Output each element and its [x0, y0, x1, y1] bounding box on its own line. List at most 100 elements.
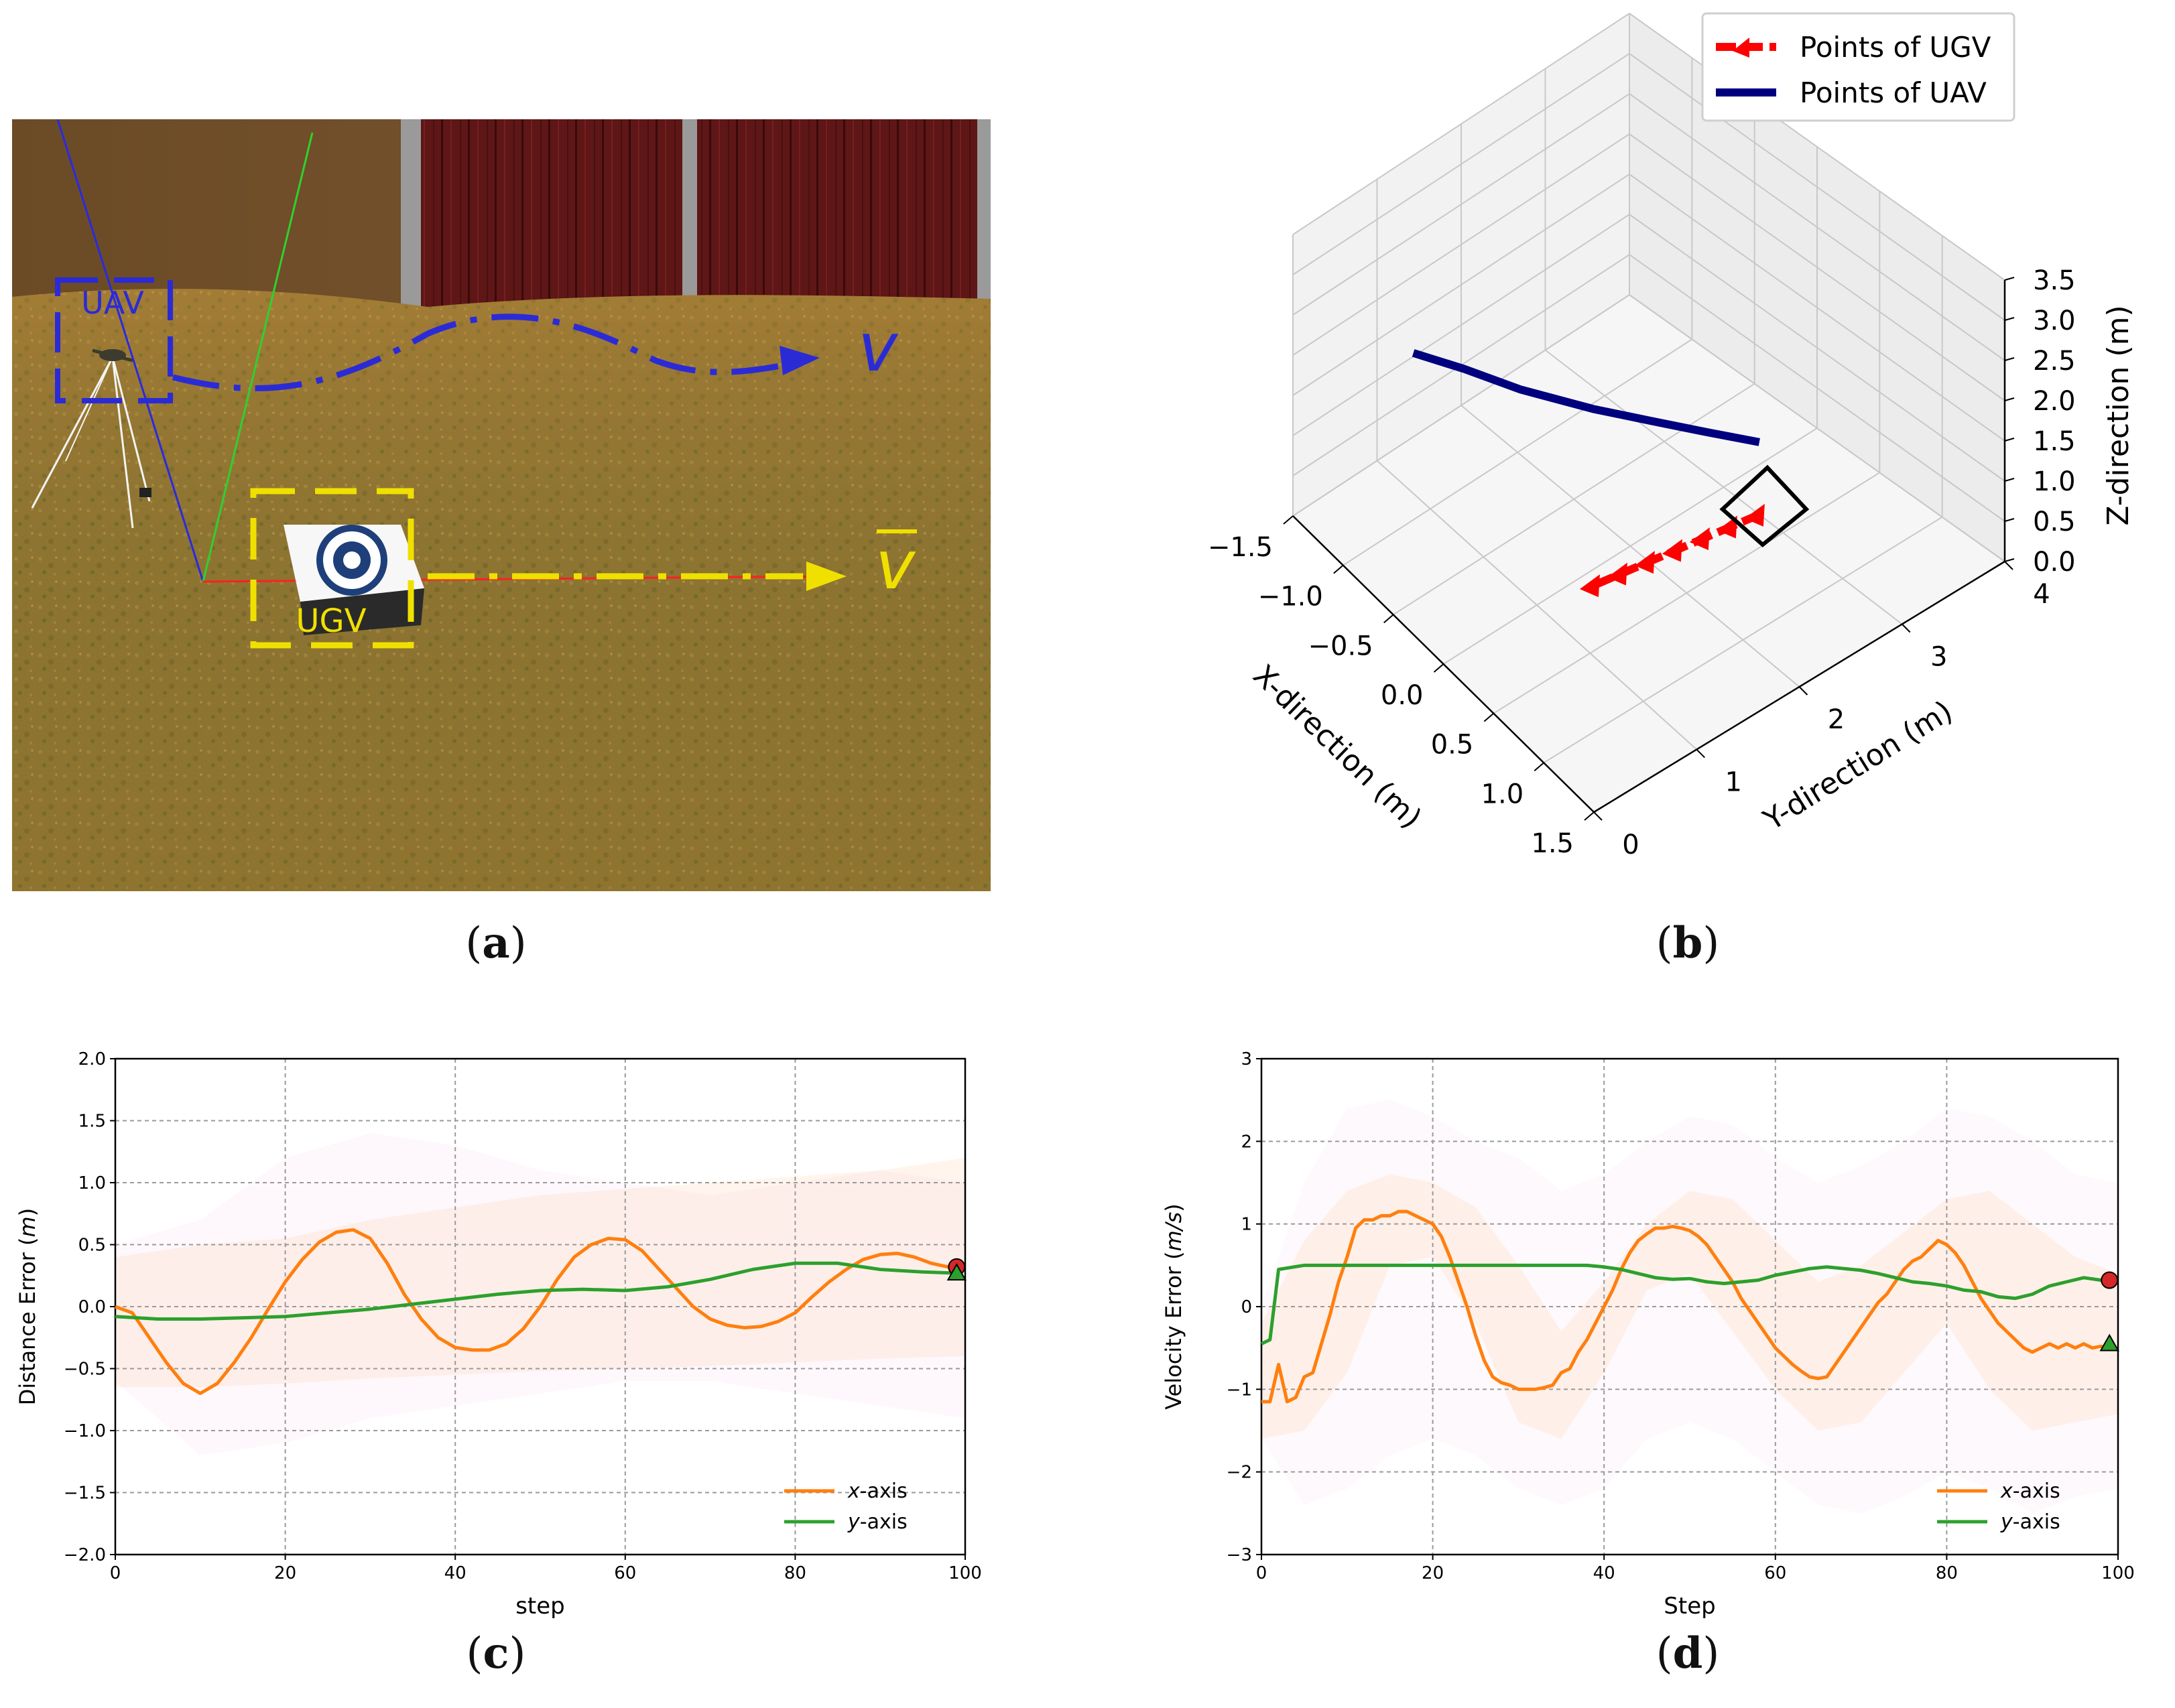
x-tick-label: 100	[2101, 1563, 2135, 1583]
y-tick-label: 2	[1241, 1132, 1252, 1152]
z-axis-label: Z-direction (m)	[2101, 305, 2135, 525]
ugv-label: UGV	[296, 602, 366, 640]
x-tick	[1483, 712, 1494, 722]
y-axis-label-part: )	[1161, 1203, 1186, 1211]
wooden-wall	[408, 119, 991, 310]
series-line-x-axis	[115, 1228, 957, 1395]
legend-label-italic: x	[2000, 1480, 2013, 1503]
y-tick-label: 0	[1622, 830, 1639, 860]
y-tick-label: −1	[1227, 1380, 1252, 1400]
x-tick	[1433, 663, 1444, 673]
x-tick-label: 0	[1256, 1563, 1267, 1583]
z-tick	[2004, 518, 2015, 522]
grid-line	[1292, 93, 1630, 316]
z-tick	[2004, 317, 2015, 321]
grid-line	[1629, 254, 2005, 522]
grid-line	[1376, 460, 1697, 750]
grid-line	[1629, 133, 2005, 401]
grid-line	[1629, 174, 2005, 442]
legend-marker-ugv	[1733, 38, 1749, 58]
legend-label-rest: -axis	[2013, 1480, 2060, 1503]
x-tick-label: 1.0	[1481, 779, 1524, 809]
end-marker-circle	[2101, 1271, 2119, 1289]
z-tick-label: 0.0	[2033, 547, 2076, 578]
y-axis-label-part: )	[15, 1208, 40, 1216]
legend-label: y-axis	[2000, 1510, 2060, 1534]
ugv-arrowhead	[806, 562, 847, 591]
y-tick	[1593, 811, 1603, 821]
series-line-x-axis	[1261, 1209, 2110, 1404]
fence-post	[401, 119, 421, 310]
y-tick-label: −2	[1227, 1463, 1252, 1483]
grid-line	[1544, 349, 1903, 625]
grid-line	[1292, 13, 1630, 235]
confidence-band	[115, 1158, 965, 1388]
x-tick-label: 60	[1764, 1563, 1786, 1583]
ugv-marker	[1744, 503, 1765, 527]
y-tick-label: 4	[2033, 579, 2050, 610]
legend-label-rest: -axis	[860, 1510, 908, 1534]
end-marker-triangle	[946, 1263, 967, 1281]
grid-line	[1629, 53, 2005, 321]
caption-c: (c)	[466, 1628, 526, 1679]
legend-label-rest: -axis	[860, 1480, 908, 1503]
uav-trajectory	[172, 314, 810, 391]
simulation-scene: UAV v UGV v	[12, 119, 991, 891]
x-tick-label: −1.0	[1258, 582, 1323, 612]
x-tick-label: 20	[1422, 1563, 1444, 1583]
grid-line	[1292, 133, 1630, 356]
ugv-marker	[1689, 527, 1710, 550]
ugv-marker	[1607, 562, 1627, 586]
z-tick	[2004, 478, 2015, 482]
legend-label: y-axis	[847, 1510, 908, 1534]
y-tick-label: 1	[1725, 767, 1742, 798]
y-tick-label: 1	[1241, 1215, 1252, 1235]
series-line-y-axis	[115, 1261, 957, 1321]
x-tick-label: 40	[444, 1563, 467, 1583]
y-axis-line	[202, 132, 314, 582]
x-tick-label: −0.5	[1308, 631, 1373, 661]
fence-post	[682, 119, 697, 310]
x-tick	[1333, 564, 1344, 574]
x-tick-label: 40	[1593, 1563, 1615, 1583]
y-axis-label-part: m	[15, 1216, 40, 1237]
z-tick-label: 0.5	[2033, 507, 2076, 537]
x-tick	[1584, 811, 1595, 821]
confidence-band	[1261, 1174, 2118, 1439]
grid-line	[1629, 214, 2005, 482]
uav-label: UAV	[81, 285, 144, 321]
x-tick-label: 80	[1936, 1563, 1958, 1583]
y-tick	[1902, 623, 1911, 633]
ugv-vehicle	[284, 525, 424, 635]
x-tick-label: 80	[784, 1563, 806, 1583]
y-tick-label: 0.5	[78, 1236, 106, 1256]
legend-label-italic: x	[847, 1480, 860, 1503]
x-tick-label: −1.5	[1208, 532, 1273, 563]
caption-a: (a)	[465, 918, 527, 968]
x-tick-label: 20	[274, 1563, 296, 1583]
z-tick-label: 3.0	[2033, 306, 2076, 336]
legend-label-ugv: Points of UGV	[1800, 31, 1991, 64]
x-axis-label: Step	[1664, 1593, 1715, 1620]
z-tick-label: 1.5	[2033, 426, 2076, 457]
legend-label-rest: -axis	[2013, 1510, 2060, 1534]
y-axis-label: Velocity Error (m/s)	[1161, 1203, 1186, 1409]
trajectory-3d-chart: −1.5−1.0−0.50.00.51.01.5 012340.00.51.01.…	[1208, 12, 2135, 860]
pane-floor	[1293, 295, 2005, 812]
grid-line	[1461, 405, 1800, 687]
caption-b: (b)	[1656, 918, 1720, 968]
z-tick	[2004, 397, 2015, 401]
grid-line	[1629, 93, 2005, 361]
uav-velocity-label: v	[858, 308, 899, 387]
legend-label-uav: Points of UAV	[1800, 76, 1987, 109]
x-tick	[1283, 515, 1294, 525]
y-tick-label: −1.0	[64, 1421, 106, 1441]
ugv-marker	[1662, 539, 1682, 562]
z-tick-label: 2.5	[2033, 346, 2076, 377]
x-tick	[1534, 762, 1544, 772]
y-tick-label: 3	[1930, 642, 1947, 673]
y-tick-label: 1.5	[78, 1112, 106, 1132]
y-tick-label: 1.0	[78, 1173, 106, 1193]
legend-label: x-axis	[847, 1480, 908, 1503]
landing-box	[1719, 464, 1810, 547]
